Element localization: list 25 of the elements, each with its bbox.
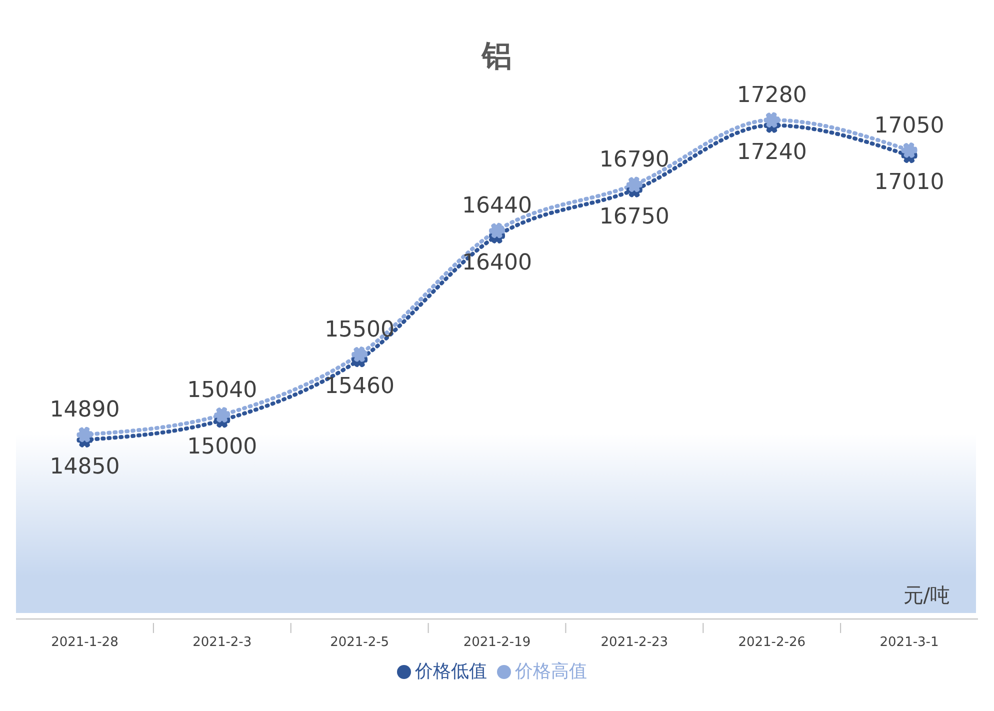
x-tick-label: 2021-2-19 [463, 635, 531, 650]
x-tick-label: 2021-2-26 [738, 635, 806, 650]
x-tick-label: 2021-1-28 [51, 635, 118, 650]
legend-label: 价格低值 [415, 661, 487, 682]
legend-label: 价格高值 [515, 661, 587, 682]
chart-title: 铝 [480, 38, 513, 76]
data-label: 15460 [324, 374, 395, 400]
data-label: 15000 [187, 434, 258, 460]
data-label: 17050 [874, 113, 944, 138]
data-label: 16440 [462, 194, 532, 219]
x-tick-label: 2021-2-23 [600, 635, 668, 650]
data-label: 16790 [599, 147, 670, 172]
data-label: 17010 [874, 170, 944, 196]
data-label: 14850 [50, 454, 120, 480]
text: 元/吨 [903, 582, 950, 609]
data-label: 15500 [324, 317, 395, 342]
data-label: 14890 [50, 398, 120, 423]
data-label: 16750 [599, 204, 670, 230]
x-tick-label: 2021-2-5 [330, 635, 390, 650]
x-tick-label: 2021-3-1 [880, 635, 939, 650]
data-label: 15040 [187, 378, 258, 403]
data-label: 17280 [736, 82, 807, 108]
x-tick-label: 2021-2-3 [192, 635, 252, 650]
data-label: 16400 [462, 250, 532, 276]
data-label: 17240 [736, 140, 807, 165]
